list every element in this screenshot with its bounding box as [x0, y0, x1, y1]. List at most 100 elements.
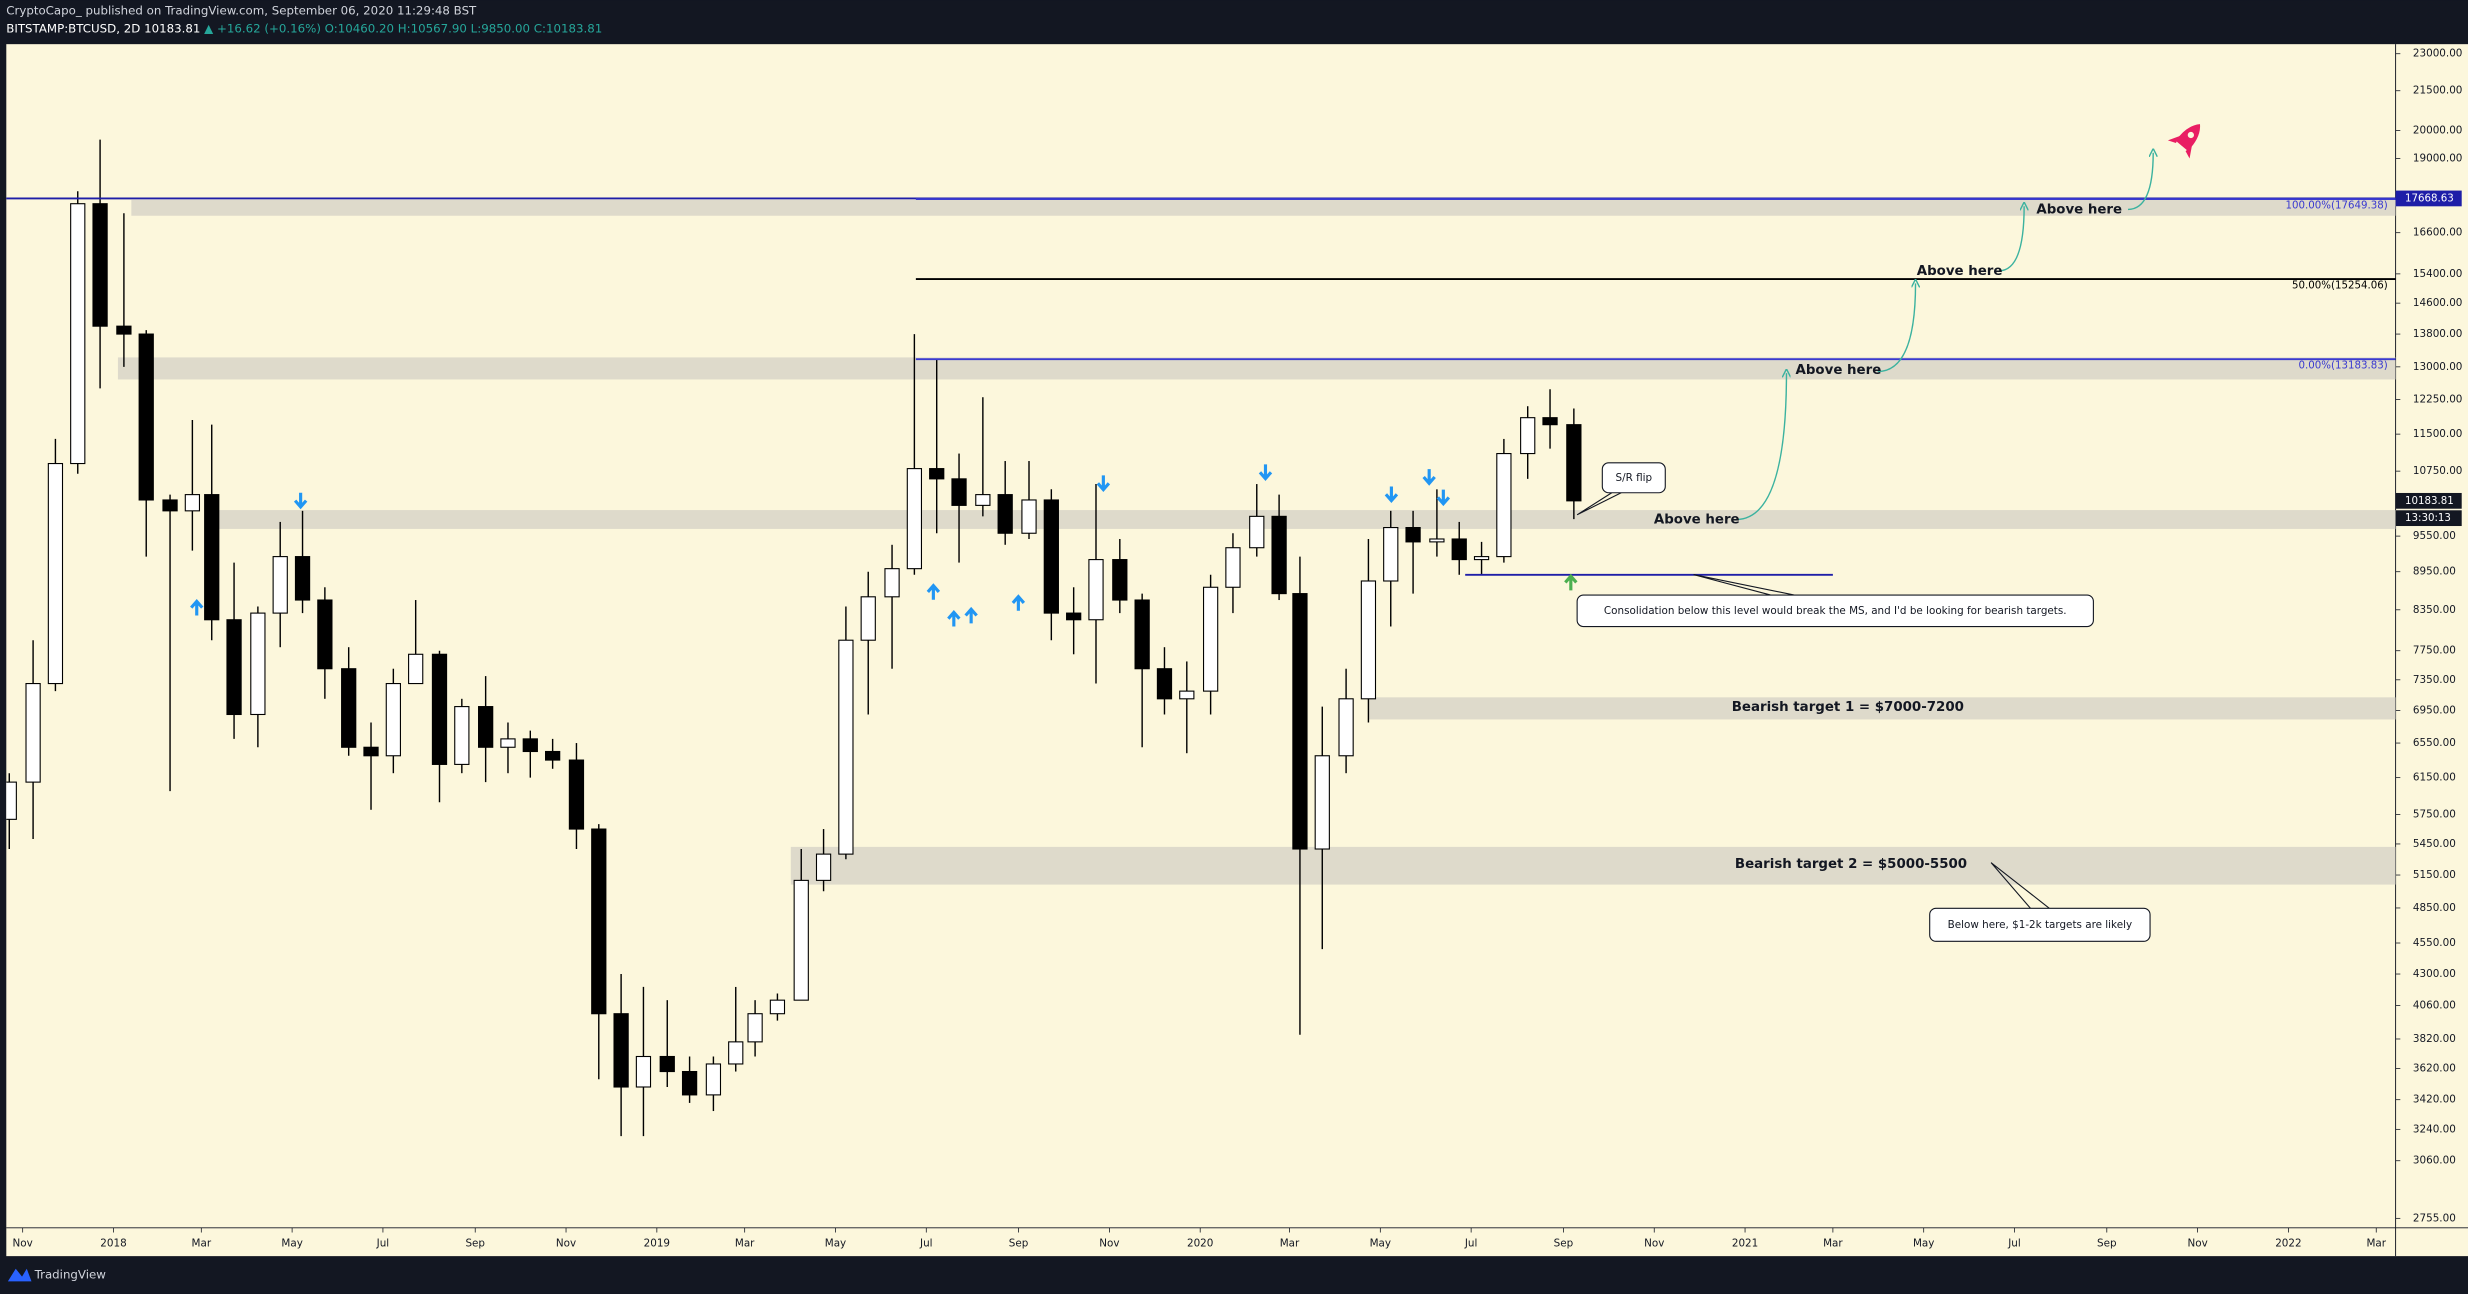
- candle-body: [1021, 499, 1037, 534]
- x-tick-label: Mar: [1280, 1238, 1300, 1250]
- x-tick-label: 2020: [1187, 1238, 1213, 1250]
- candle-body: [431, 653, 448, 765]
- candle-body: [385, 683, 401, 757]
- candle-body: [70, 203, 86, 465]
- candle-body: [1134, 599, 1150, 670]
- candle-body: [613, 1013, 629, 1088]
- y-tick-label: 6950.00: [2413, 705, 2456, 717]
- y-tick-label: 15400.00: [2413, 268, 2463, 280]
- candle-body: [6, 781, 17, 820]
- brand[interactable]: TradingView: [34, 1268, 107, 1282]
- price-label-box: [2395, 190, 2462, 207]
- y-tick-label: 3060.00: [2413, 1155, 2456, 1167]
- y-tick-label: 13800.00: [2413, 328, 2463, 340]
- y-tick-label: 4850.00: [2413, 902, 2456, 914]
- candle-body: [1405, 527, 1421, 543]
- x-tick-label: Nov: [1644, 1238, 1664, 1250]
- x-tick-label: Mar: [192, 1238, 212, 1250]
- down-arrow: [1422, 469, 1436, 486]
- candle-body: [317, 599, 333, 670]
- author-line: CryptoCapo_ published on TradingView.com…: [6, 4, 477, 18]
- candle-body: [1225, 547, 1241, 588]
- candle-body: [747, 1013, 763, 1043]
- candle-body: [1112, 559, 1128, 601]
- y-tick-label: 8950.00: [2413, 566, 2456, 578]
- candle-body: [793, 879, 809, 1001]
- plot-background: [6, 44, 2468, 1257]
- candle-body: [363, 746, 379, 757]
- x-tick-label: Nov: [556, 1238, 576, 1250]
- candle-body: [838, 639, 854, 855]
- x-tick-label: May: [281, 1238, 302, 1250]
- target-label: Bearish target 2 = $5000-5500: [1735, 857, 1967, 872]
- annotation-label: Above here: [1917, 264, 2003, 279]
- last-price: 10183.81: [144, 21, 200, 35]
- callout-pointer: [1693, 574, 1795, 596]
- y-tick-label: 21500.00: [2413, 85, 2463, 97]
- candle-body: [92, 203, 108, 327]
- x-tick-label: Jul: [2007, 1238, 2021, 1250]
- candle-body: [478, 706, 494, 748]
- y-tick-label: 3420.00: [2413, 1094, 2456, 1106]
- y-tick-label: 14600.00: [2413, 297, 2463, 309]
- candle-body: [1249, 515, 1265, 549]
- y-tick-label: 23000.00: [2413, 48, 2463, 60]
- x-tick-label: Jul: [919, 1238, 933, 1250]
- candle-body: [1429, 538, 1445, 543]
- candle-body: [635, 1055, 652, 1088]
- rocket-body: [2175, 124, 2201, 151]
- candle-body: [568, 759, 585, 830]
- y-tick-label: 7350.00: [2413, 674, 2456, 686]
- rocket-fins: [2167, 135, 2192, 159]
- candle-body: [860, 596, 876, 641]
- y-tick-label: 11500.00: [2413, 428, 2463, 440]
- arrow-curve: [1736, 373, 1786, 521]
- arrow-curve: [1998, 206, 2024, 272]
- y-tick-label: 4300.00: [2413, 968, 2456, 980]
- y-tick-label: 16600.00: [2413, 227, 2463, 239]
- rocket-window: [2187, 131, 2195, 139]
- x-tick-label: 2021: [1732, 1238, 1758, 1250]
- candle-body: [500, 738, 516, 748]
- candle-body: [250, 612, 266, 716]
- y-tick-label: 19000.00: [2413, 153, 2463, 165]
- candle-body: [1043, 499, 1059, 614]
- x-tick-label: Nov: [1099, 1238, 1119, 1250]
- candle-body: [408, 653, 424, 685]
- up-arrow: [926, 583, 941, 600]
- candle-body: [226, 619, 242, 716]
- annotation-label: Above here: [1654, 513, 1740, 528]
- candle-body: [545, 750, 561, 761]
- candle-body: [1338, 698, 1354, 757]
- y-tick-label: 8350.00: [2413, 604, 2456, 616]
- candle-body: [47, 462, 64, 685]
- level-label: 0.00%(13183.83): [2299, 360, 2388, 371]
- x-tick-label: Nov: [2187, 1238, 2207, 1250]
- candle-body: [116, 325, 132, 335]
- x-tick-label: Sep: [2097, 1238, 2117, 1250]
- candle-body: [1383, 527, 1399, 582]
- price-label: 10183.81: [2405, 496, 2454, 507]
- x-tick-label: 2019: [644, 1238, 670, 1250]
- candle-body: [728, 1041, 744, 1065]
- y-tick-label: 13000.00: [2413, 361, 2463, 373]
- candle-body: [1314, 755, 1330, 850]
- callout-text: Below here, $1-2k targets are likely: [1948, 919, 2132, 931]
- price-label-box: [2395, 492, 2462, 509]
- candle-body: [929, 468, 945, 480]
- y-tick-label: 3240.00: [2413, 1123, 2456, 1135]
- x-tick-label: Mar: [735, 1238, 755, 1250]
- level-label: 100.00%(17649.38): [2286, 200, 2388, 211]
- zone: [117, 357, 2396, 380]
- up-arrow: [1011, 594, 1026, 611]
- up-arrow: [947, 609, 961, 627]
- candle-body: [884, 568, 900, 598]
- candle-body: [1088, 559, 1104, 621]
- y-tick-label: 20000.00: [2413, 124, 2463, 136]
- candle-body: [138, 333, 154, 501]
- candle-body: [341, 668, 357, 748]
- callout-pointer: [1990, 862, 2050, 909]
- y-tick-label: 10750.00: [2413, 465, 2463, 477]
- x-tick-label: 2022: [2275, 1238, 2301, 1250]
- candle-body: [1179, 690, 1195, 700]
